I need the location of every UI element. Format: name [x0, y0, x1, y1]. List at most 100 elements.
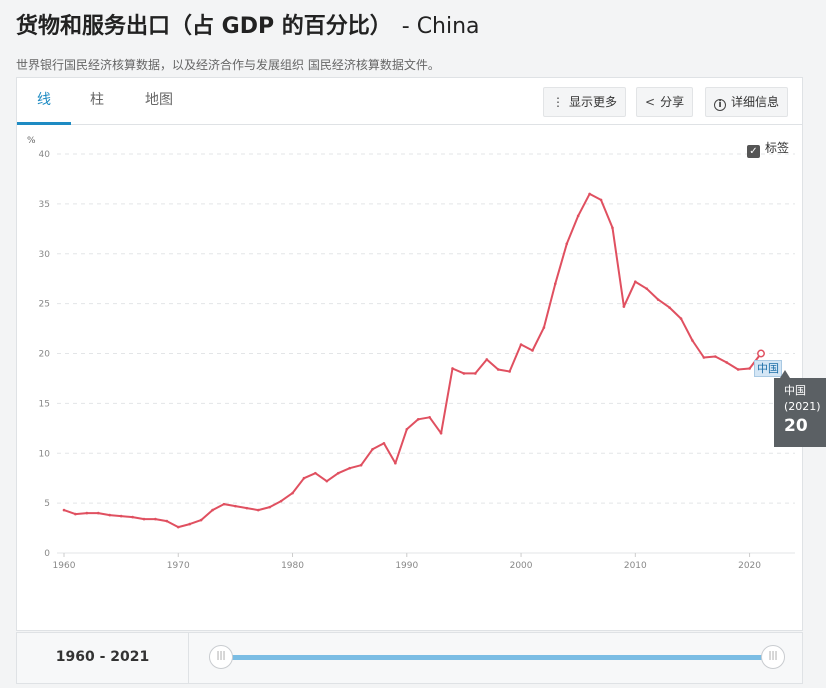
data-point[interactable] [519, 343, 523, 346]
data-point[interactable] [531, 349, 534, 352]
show-more-button[interactable]: ⋮ 显示更多 [543, 87, 627, 117]
data-point[interactable] [416, 418, 420, 421]
data-point[interactable] [199, 518, 203, 522]
data-point[interactable] [757, 349, 765, 358]
check-icon: ✓ [747, 145, 760, 158]
data-point[interactable] [119, 514, 123, 518]
y-tick-label: 5 [44, 499, 50, 509]
data-point[interactable] [176, 525, 180, 529]
data-point[interactable] [634, 280, 637, 283]
data-point[interactable] [222, 502, 226, 506]
data-point[interactable] [131, 515, 134, 519]
source-note: 世界银行国民经济核算数据，以及经济合作与发展组织 国民经济核算数据文件。 [16, 58, 440, 72]
data-point[interactable] [542, 326, 546, 329]
data-point[interactable] [336, 471, 340, 475]
data-point[interactable] [622, 305, 626, 308]
data-point[interactable] [348, 466, 351, 470]
data-point[interactable] [382, 441, 386, 445]
data-point[interactable] [656, 298, 660, 301]
data-point[interactable] [142, 517, 146, 521]
range-slider-track[interactable] [222, 655, 774, 660]
data-point[interactable] [279, 499, 283, 503]
tooltip-year: (2021) [784, 400, 821, 413]
data-point[interactable] [679, 317, 683, 320]
x-tick-label: 1980 [281, 561, 304, 571]
data-point[interactable] [599, 198, 603, 202]
data-point[interactable] [748, 367, 751, 370]
data-point[interactable] [496, 368, 500, 371]
data-point[interactable] [713, 355, 717, 358]
data-point[interactable] [325, 479, 329, 483]
share-label: 分享 [660, 95, 685, 109]
data-point[interactable] [96, 511, 100, 515]
range-start-handle[interactable]: ||| [209, 645, 233, 669]
share-button[interactable]: < 分享 [636, 87, 694, 117]
data-point[interactable] [108, 513, 112, 517]
y-tick-label: 25 [39, 300, 50, 310]
data-point[interactable] [256, 508, 260, 512]
title-main: 货物和服务出口（占 GDP 的百分比） [16, 14, 392, 39]
share-icon: < [645, 95, 656, 109]
data-point[interactable] [462, 372, 466, 375]
details-label: 详细信息 [731, 95, 780, 109]
y-tick-label: 30 [39, 250, 51, 260]
data-point[interactable] [85, 511, 89, 515]
tab-map[interactable]: 地图 [145, 92, 173, 108]
tab-line[interactable]: 线 [17, 78, 71, 125]
data-point[interactable] [302, 476, 306, 480]
labels-toggle[interactable]: ✓ 标签 [747, 139, 789, 158]
x-tick-label: 2010 [624, 561, 647, 571]
tooltip-value: 20 [784, 416, 808, 436]
y-tick-label: 40 [39, 150, 51, 160]
data-point[interactable] [62, 508, 66, 512]
data-point[interactable] [234, 504, 237, 508]
x-tick-label: 1960 [53, 561, 76, 571]
data-point[interactable] [736, 368, 740, 371]
data-point[interactable] [691, 339, 694, 342]
data-point[interactable] [165, 519, 169, 523]
page-title: 货物和服务出口（占 GDP 的百分比） - China [16, 8, 480, 40]
y-tick-label: 0 [44, 549, 50, 559]
y-tick-label: 35 [39, 200, 50, 210]
data-point[interactable] [405, 428, 409, 431]
details-button[interactable]: i 详细信息 [705, 87, 789, 117]
data-point[interactable] [394, 461, 397, 465]
tab-bar[interactable]: 柱 [90, 92, 104, 108]
data-point[interactable] [565, 242, 569, 246]
data-point[interactable] [74, 512, 77, 516]
data-point[interactable] [359, 463, 363, 467]
x-tick-label: 1970 [167, 561, 190, 571]
data-point[interactable] [211, 508, 214, 512]
chart-panel: 线 柱 地图 ⋮ 显示更多 < 分享 i 详细信息 0 5 10 15 20 25 30 35 40 … [16, 77, 803, 631]
data-point[interactable] [668, 306, 671, 309]
data-point[interactable] [645, 287, 649, 290]
data-point[interactable] [588, 192, 591, 196]
data-point[interactable] [439, 432, 443, 435]
y-axis-label: % [27, 136, 36, 146]
series-label-tag: 中国 [754, 360, 782, 377]
data-point[interactable] [702, 356, 706, 359]
labels-toggle-label: 标签 [765, 141, 790, 155]
data-point[interactable] [188, 522, 191, 526]
data-point[interactable] [508, 370, 511, 373]
y-tick-label: 20 [39, 350, 51, 360]
more-vertical-icon: ⋮ [552, 95, 564, 109]
data-point[interactable] [474, 372, 477, 375]
year-range-label: 1960 - 2021 [17, 633, 189, 683]
data-point[interactable] [245, 506, 249, 510]
data-point[interactable] [428, 416, 431, 419]
data-point[interactable] [725, 361, 729, 364]
tooltip-country: 中国 [784, 384, 806, 397]
line-chart: 0 5 10 15 20 25 30 35 40 1960 1970 1980 1990 2000 201… [27, 136, 795, 571]
data-point[interactable] [268, 505, 271, 509]
data-point[interactable] [371, 447, 374, 451]
range-end-handle[interactable]: ||| [761, 645, 785, 669]
data-point[interactable] [291, 491, 294, 495]
data-point[interactable] [485, 358, 489, 361]
data-point[interactable] [611, 226, 614, 230]
data-point[interactable] [576, 214, 580, 218]
data-point[interactable] [154, 517, 157, 521]
data-point[interactable] [314, 471, 317, 475]
data-point[interactable] [554, 282, 557, 285]
data-point[interactable] [451, 367, 454, 370]
